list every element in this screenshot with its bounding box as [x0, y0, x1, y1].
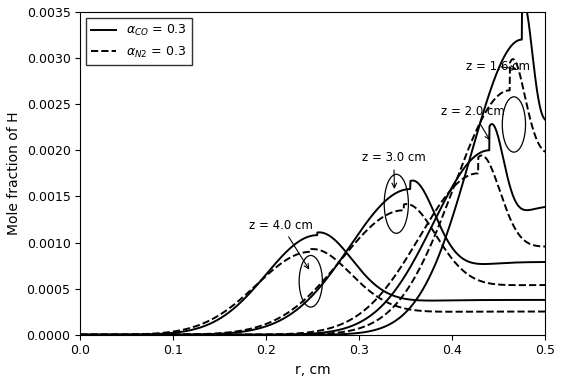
X-axis label: r, cm: r, cm	[295, 363, 330, 377]
Y-axis label: Mole fraction of H: Mole fraction of H	[7, 112, 21, 235]
Legend: $\alpha_{CO}$ = 0.3, $\alpha_{N2}$ = 0.3: $\alpha_{CO}$ = 0.3, $\alpha_{N2}$ = 0.3	[87, 18, 192, 65]
Text: z = 3.0 cm: z = 3.0 cm	[362, 151, 425, 188]
Text: z = 1.6 cm: z = 1.6 cm	[466, 60, 530, 73]
Text: z = 2.0 cm: z = 2.0 cm	[441, 105, 505, 139]
Text: z = 4.0 cm: z = 4.0 cm	[250, 219, 313, 269]
